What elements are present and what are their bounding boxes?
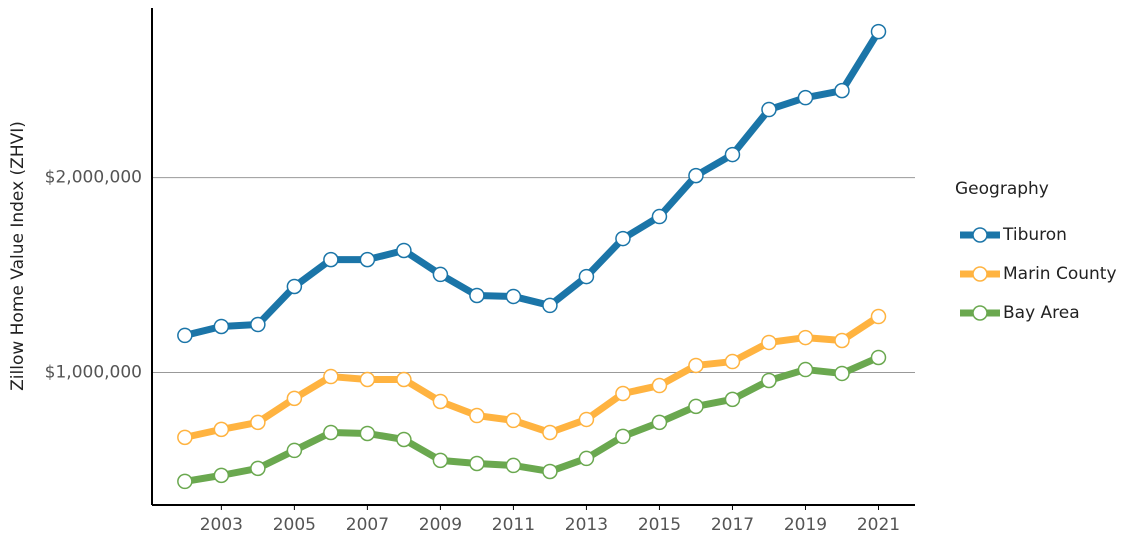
point	[834, 365, 850, 382]
point	[432, 266, 449, 283]
legend-label: Marin County	[1003, 264, 1117, 284]
point	[177, 429, 193, 446]
point	[578, 268, 595, 285]
point	[615, 230, 631, 247]
point	[323, 368, 339, 385]
legend-label: Tiburon	[1002, 225, 1067, 245]
point	[761, 334, 777, 351]
legend-marker	[972, 305, 988, 321]
x-tick-label: 2019	[784, 515, 827, 535]
point	[250, 414, 266, 431]
point	[286, 278, 303, 295]
point	[250, 316, 266, 333]
point	[688, 398, 704, 415]
x-tick-label: 2021	[857, 515, 900, 535]
point	[469, 455, 485, 472]
point	[724, 146, 741, 163]
legend-marker	[972, 266, 988, 282]
x-tick-label: 2009	[419, 515, 462, 535]
point	[323, 251, 339, 268]
point	[396, 242, 412, 259]
point	[761, 372, 777, 389]
point	[542, 297, 558, 314]
legend-marker	[972, 227, 988, 243]
point	[250, 460, 266, 477]
point	[396, 371, 412, 388]
point	[870, 349, 887, 366]
x-tick-label: 2007	[346, 515, 389, 535]
point	[213, 467, 230, 484]
point	[578, 450, 595, 467]
point	[578, 411, 595, 428]
y-tick-label: $2,000,000	[45, 168, 142, 188]
point	[797, 89, 814, 106]
point	[469, 407, 485, 424]
point	[542, 463, 558, 480]
y-tick-label: $1,000,000	[45, 362, 142, 382]
point	[505, 412, 522, 429]
x-tick-label: 2005	[273, 515, 316, 535]
point	[177, 327, 193, 344]
point	[615, 428, 631, 445]
x-tick-label: 2011	[492, 515, 535, 535]
point	[432, 452, 449, 469]
point	[323, 424, 339, 441]
x-tick-label: 2013	[565, 515, 608, 535]
point	[286, 442, 303, 459]
point	[505, 288, 522, 305]
x-tick-label: 2003	[200, 515, 243, 535]
point	[651, 208, 668, 225]
legend-title: Geography	[955, 179, 1049, 199]
point	[797, 361, 814, 378]
point	[870, 308, 887, 325]
point	[359, 425, 376, 442]
point	[797, 329, 814, 346]
point	[359, 251, 376, 268]
point	[688, 167, 704, 184]
point	[651, 377, 668, 394]
point	[213, 421, 230, 438]
point	[505, 457, 522, 474]
point	[432, 393, 449, 410]
point	[177, 473, 193, 490]
point	[688, 357, 704, 374]
y-axis-label: Zillow Home Value Index (ZHVI)	[8, 121, 28, 391]
point	[469, 287, 485, 304]
point	[396, 431, 412, 448]
point	[870, 23, 887, 40]
point	[834, 82, 850, 99]
legend-label: Bay Area	[1003, 303, 1080, 323]
point	[651, 414, 668, 431]
x-tick-label: 2015	[638, 515, 681, 535]
point	[834, 332, 850, 349]
point	[724, 353, 741, 370]
point	[761, 101, 777, 118]
point	[213, 318, 230, 335]
point	[724, 391, 741, 408]
point	[615, 385, 631, 402]
point	[359, 371, 376, 388]
point	[286, 390, 303, 407]
x-tick-label: 2017	[711, 515, 754, 535]
point	[542, 424, 558, 441]
